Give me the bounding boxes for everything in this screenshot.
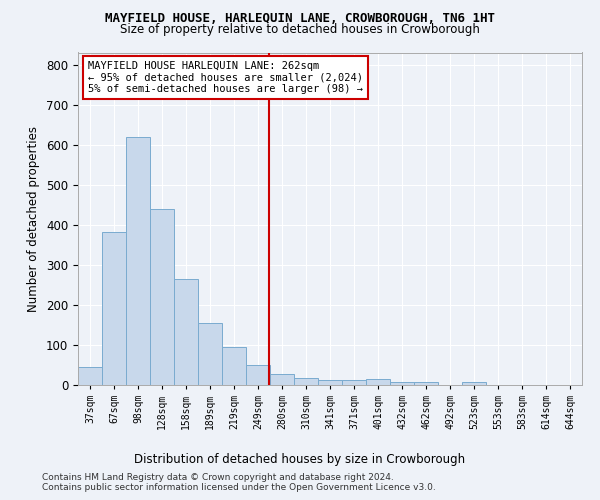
Bar	[174, 279, 198, 385]
Bar	[318, 380, 342, 385]
Text: Size of property relative to detached houses in Crowborough: Size of property relative to detached ho…	[120, 22, 480, 36]
Bar	[366, 379, 390, 385]
Text: Contains HM Land Registry data © Crown copyright and database right 2024.: Contains HM Land Registry data © Crown c…	[42, 472, 394, 482]
Bar	[462, 382, 486, 385]
Y-axis label: Number of detached properties: Number of detached properties	[28, 126, 40, 312]
Bar	[150, 208, 174, 385]
Text: MAYFIELD HOUSE HARLEQUIN LANE: 262sqm
← 95% of detached houses are smaller (2,02: MAYFIELD HOUSE HARLEQUIN LANE: 262sqm ← …	[88, 61, 363, 94]
Bar	[198, 323, 222, 385]
Text: Distribution of detached houses by size in Crowborough: Distribution of detached houses by size …	[134, 452, 466, 466]
Bar	[126, 136, 150, 385]
Bar	[270, 374, 294, 385]
Bar	[342, 380, 366, 385]
Bar	[78, 367, 102, 385]
Text: Contains public sector information licensed under the Open Government Licence v3: Contains public sector information licen…	[42, 482, 436, 492]
Bar	[222, 346, 246, 385]
Text: MAYFIELD HOUSE, HARLEQUIN LANE, CROWBOROUGH, TN6 1HT: MAYFIELD HOUSE, HARLEQUIN LANE, CROWBORO…	[105, 12, 495, 26]
Bar	[390, 382, 414, 385]
Bar	[246, 365, 270, 385]
Bar	[102, 232, 126, 385]
Bar	[414, 382, 438, 385]
Bar	[294, 378, 318, 385]
